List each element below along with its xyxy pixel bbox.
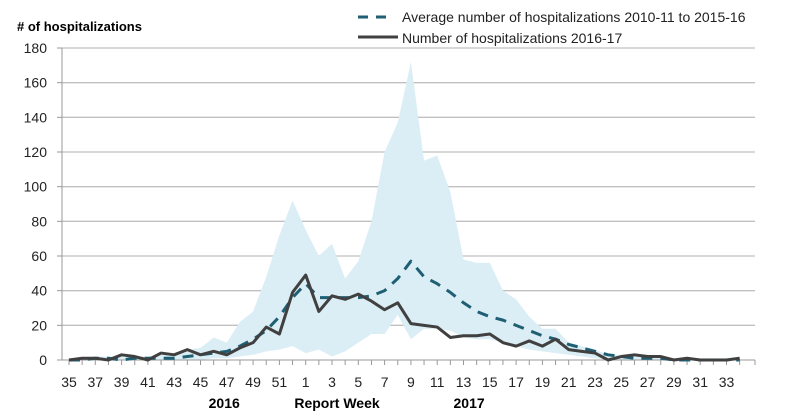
x-tick-label: 9	[407, 374, 415, 390]
x-tick-label: 7	[381, 374, 389, 390]
x-tick-label: 35	[61, 374, 77, 390]
x-axis: 35 37 39 41 43 45 47 49 51 1 3 5 7 9 11 13 15 17 19 21 23 25 2…	[61, 359, 756, 390]
legend-label-average: Average number of hospitalizations 2010-…	[402, 9, 746, 25]
x-tick-label: 47	[219, 374, 235, 390]
x-tick-label: 3	[328, 374, 336, 390]
x-tick-label: 31	[692, 374, 708, 390]
x-axis-title: Report Week	[294, 395, 380, 411]
y-tick-label: 180	[24, 40, 48, 56]
y-tick-label: 80	[31, 213, 47, 229]
legend: Average number of hospitalizations 2010-…	[358, 9, 746, 46]
x-tick-label: 19	[535, 374, 551, 390]
x-tick-label: 27	[640, 374, 656, 390]
year-label-2016: 2016	[209, 395, 240, 411]
x-tick-label: 23	[587, 374, 603, 390]
y-axis: 0 20 40 60 80 100 120 140 160 180	[24, 40, 63, 368]
x-tick-label: 15	[482, 374, 498, 390]
x-tick-label: 37	[88, 374, 104, 390]
x-tick-label: 1	[302, 374, 310, 390]
y-tick-label: 60	[31, 248, 47, 264]
x-tick-label: 43	[166, 374, 182, 390]
x-tick-label: 41	[140, 374, 156, 390]
y-tick-label: 100	[24, 179, 48, 195]
x-tick-label: 33	[719, 374, 735, 390]
x-tick-label: 45	[193, 374, 209, 390]
x-tick-label: 29	[666, 374, 682, 390]
y-axis-title: # of hospitalizations	[17, 19, 142, 34]
y-tick-label: 120	[24, 144, 48, 160]
x-tick-label: 5	[354, 374, 362, 390]
y-tick-label: 160	[24, 75, 48, 91]
legend-label-current: Number of hospitalizations 2016-17	[402, 30, 622, 46]
y-tick-label: 20	[31, 317, 47, 333]
range-band	[69, 61, 740, 360]
x-tick-label: 21	[561, 374, 577, 390]
x-tick-label: 39	[114, 374, 130, 390]
y-tick-label: 140	[24, 109, 48, 125]
year-label-2017: 2017	[454, 395, 485, 411]
x-tick-label: 11	[430, 374, 445, 390]
y-tick-label: 0	[39, 352, 47, 368]
series-line-current	[68, 273, 740, 362]
x-tick-label: 13	[456, 374, 472, 390]
range-band-area	[69, 61, 740, 360]
y-tick-label: 40	[31, 283, 47, 299]
series-lines	[68, 259, 740, 362]
x-tick-label: 49	[245, 374, 261, 390]
x-tick-label: 51	[272, 374, 288, 390]
x-tick-label: 17	[508, 374, 524, 390]
x-tick-label: 25	[614, 374, 630, 390]
series-line-average	[69, 259, 740, 362]
